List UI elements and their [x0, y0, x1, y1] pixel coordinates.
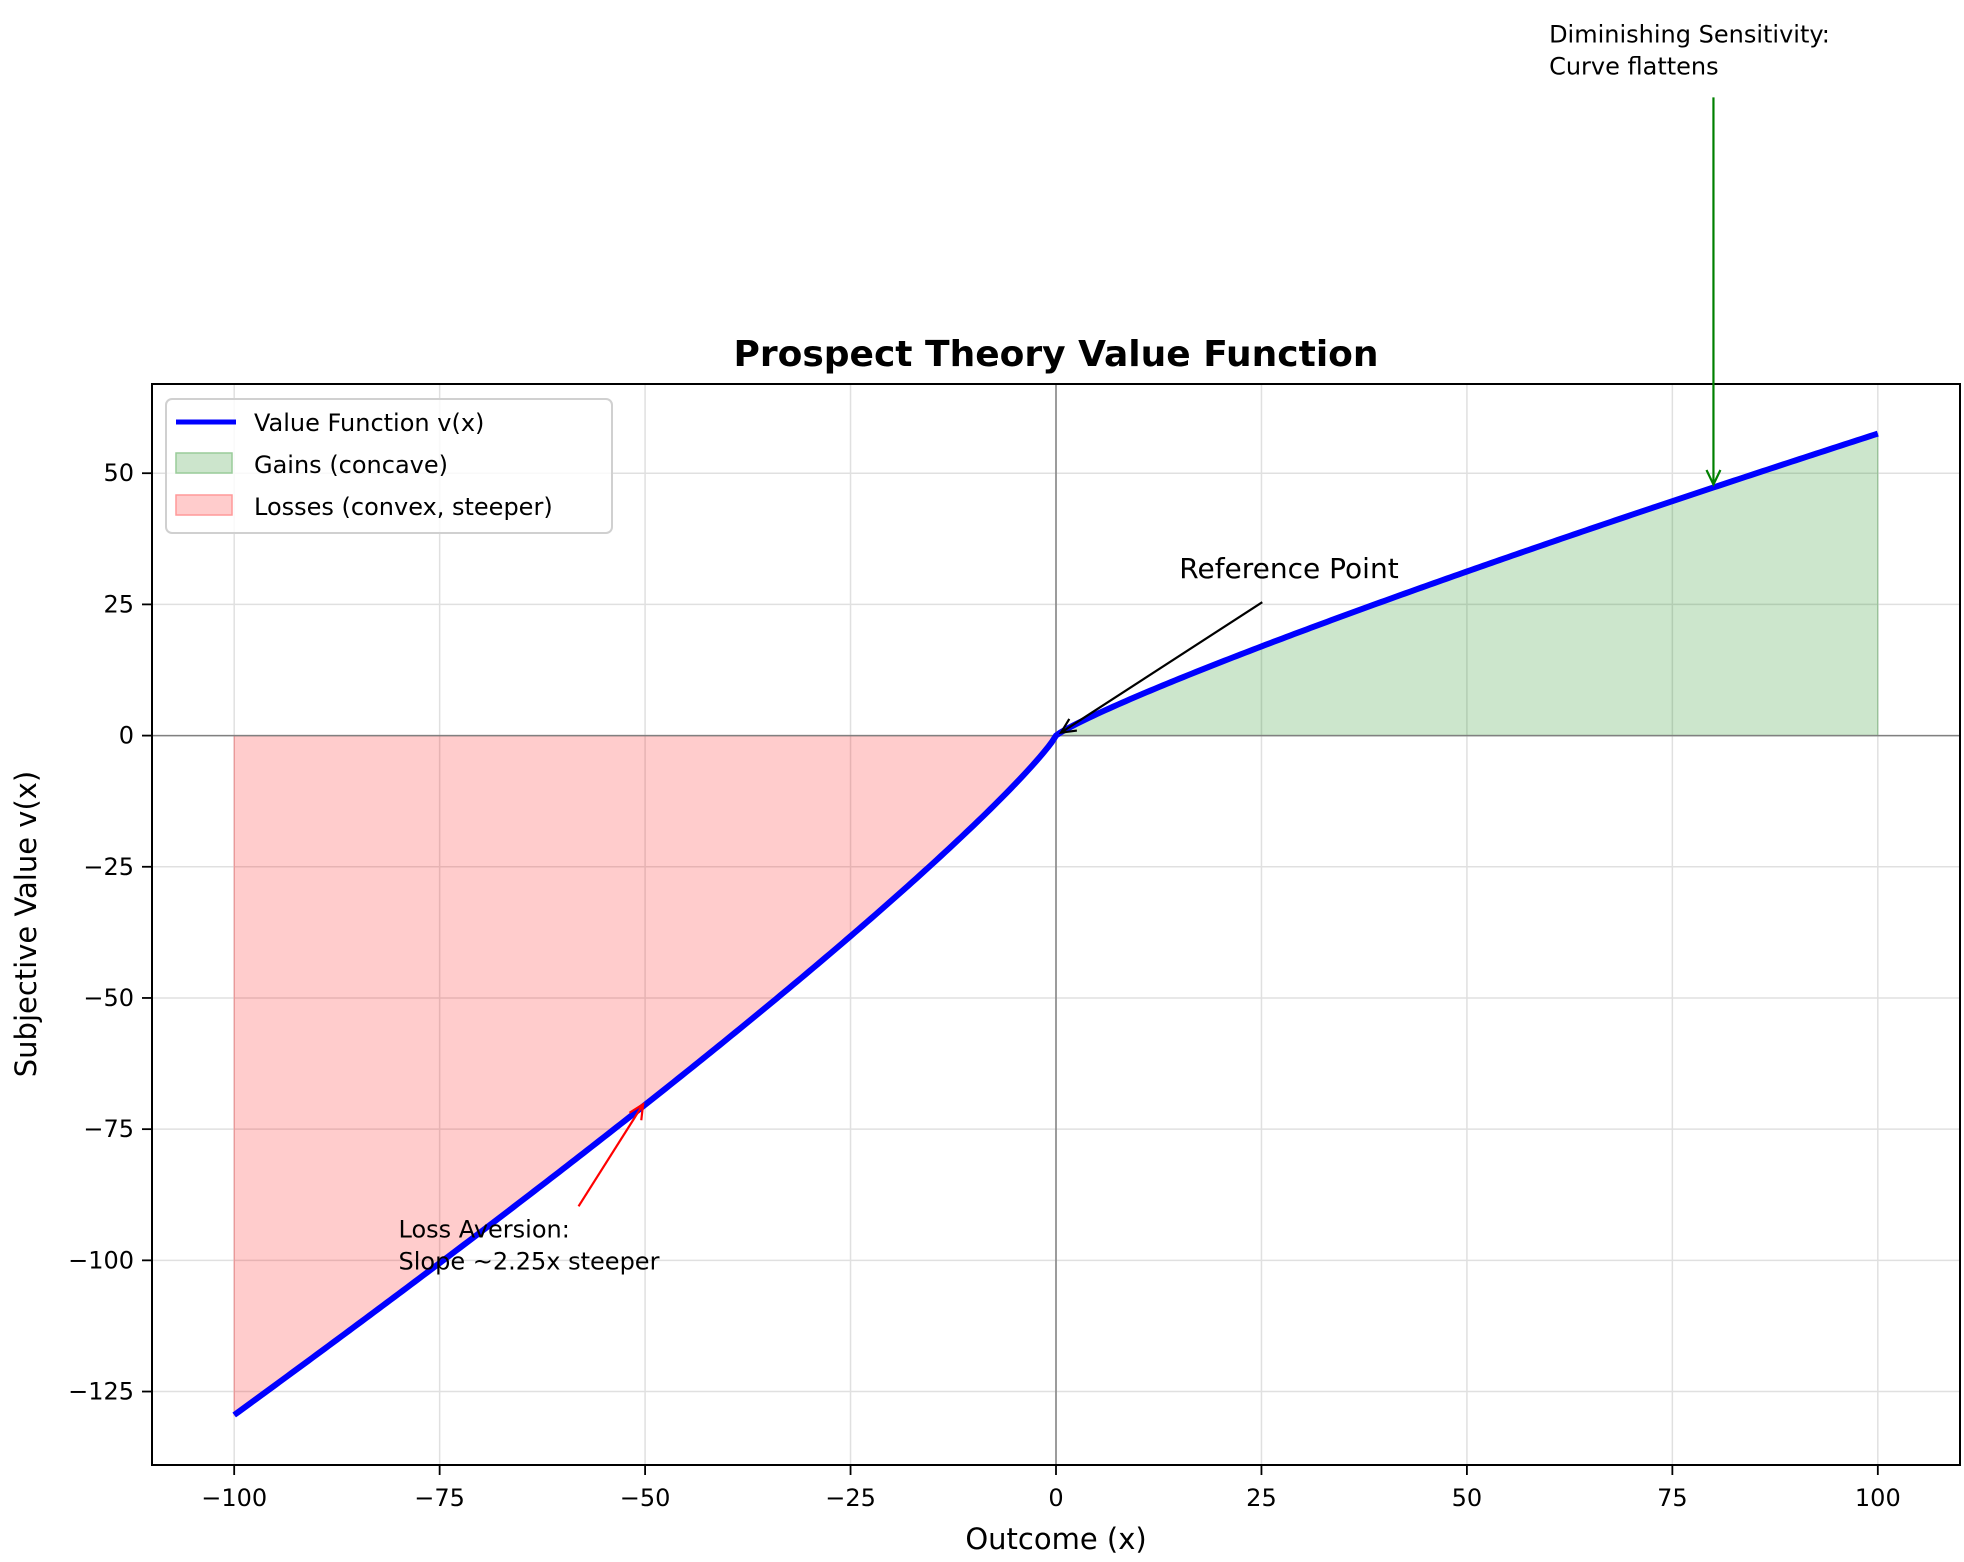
value-function-curve: [232, 430, 1879, 1418]
reference-arrow: [1060, 601, 1263, 734]
x-tick-label: 75: [1657, 1484, 1688, 1512]
legend-label-gains: Gains (concave): [254, 451, 448, 479]
x-tick-label: 100: [1855, 1484, 1901, 1512]
diminishing-sensitivity-label-line1: Diminishing Sensitivity:: [1549, 20, 1830, 48]
annotation-diminishing-sensitivity: Diminishing Sensitivity: Curve flattens: [1549, 20, 1830, 487]
x-tick-label: −25: [825, 1484, 876, 1512]
y-tick-label: −100: [68, 1246, 134, 1274]
diminishing-sensitivity-label-line2: Curve flattens: [1549, 52, 1719, 80]
loss-aversion-label-line2: Slope ~2.25x steeper: [399, 1247, 660, 1275]
value-function-line: [232, 430, 1879, 1418]
legend-box: [165, 398, 613, 534]
x-axis-label: Outcome (x): [965, 1522, 1146, 1556]
x-tick-label: 50: [1452, 1484, 1483, 1512]
loss-arrowhead-icon: [628, 1102, 645, 1121]
y-tick-label: 0: [119, 722, 134, 750]
legend-gains-swatch: [175, 452, 233, 474]
reference-point-label: Reference Point: [1179, 552, 1398, 585]
diminishing-arrowhead-icon: [1705, 469, 1722, 487]
x-tick-label: −100: [201, 1484, 267, 1512]
legend-losses-swatch: [175, 494, 233, 516]
legend: Value Function v(x) Gains (concave) Loss…: [165, 398, 613, 534]
x-axis-ticks: −100 −75 −50 −25 0 25 50 75 100: [201, 1465, 1901, 1512]
legend-label-value-function: Value Function v(x): [254, 409, 484, 437]
y-axis-ticks: 50 25 0 −25 −50 −75 −100 −125: [68, 459, 152, 1406]
loss-aversion-label-line1: Loss Aversion:: [399, 1215, 570, 1243]
x-tick-label: −75: [414, 1484, 465, 1512]
x-tick-label: −50: [620, 1484, 671, 1512]
legend-label-losses: Losses (convex, steeper): [254, 493, 553, 521]
annotation-loss-aversion: Loss Aversion: Slope ~2.25x steeper: [399, 1102, 660, 1275]
annotation-reference-point: Reference Point: [1058, 552, 1399, 734]
reference-arrowhead-icon: [1058, 718, 1078, 734]
y-tick-label: −125: [68, 1378, 134, 1406]
y-tick-label: 25: [103, 590, 134, 618]
y-tick-label: −25: [83, 853, 134, 881]
y-tick-label: −75: [83, 1115, 134, 1143]
y-tick-label: 50: [103, 459, 134, 487]
y-tick-label: −50: [83, 984, 134, 1012]
x-tick-label: 0: [1048, 1484, 1063, 1512]
loss-aversion-arrow: [577, 1103, 645, 1207]
x-tick-label: 25: [1246, 1484, 1277, 1512]
y-axis-label: Subjective Value v(x): [9, 771, 43, 1078]
chart-title: Prospect Theory Value Function: [733, 334, 1378, 375]
